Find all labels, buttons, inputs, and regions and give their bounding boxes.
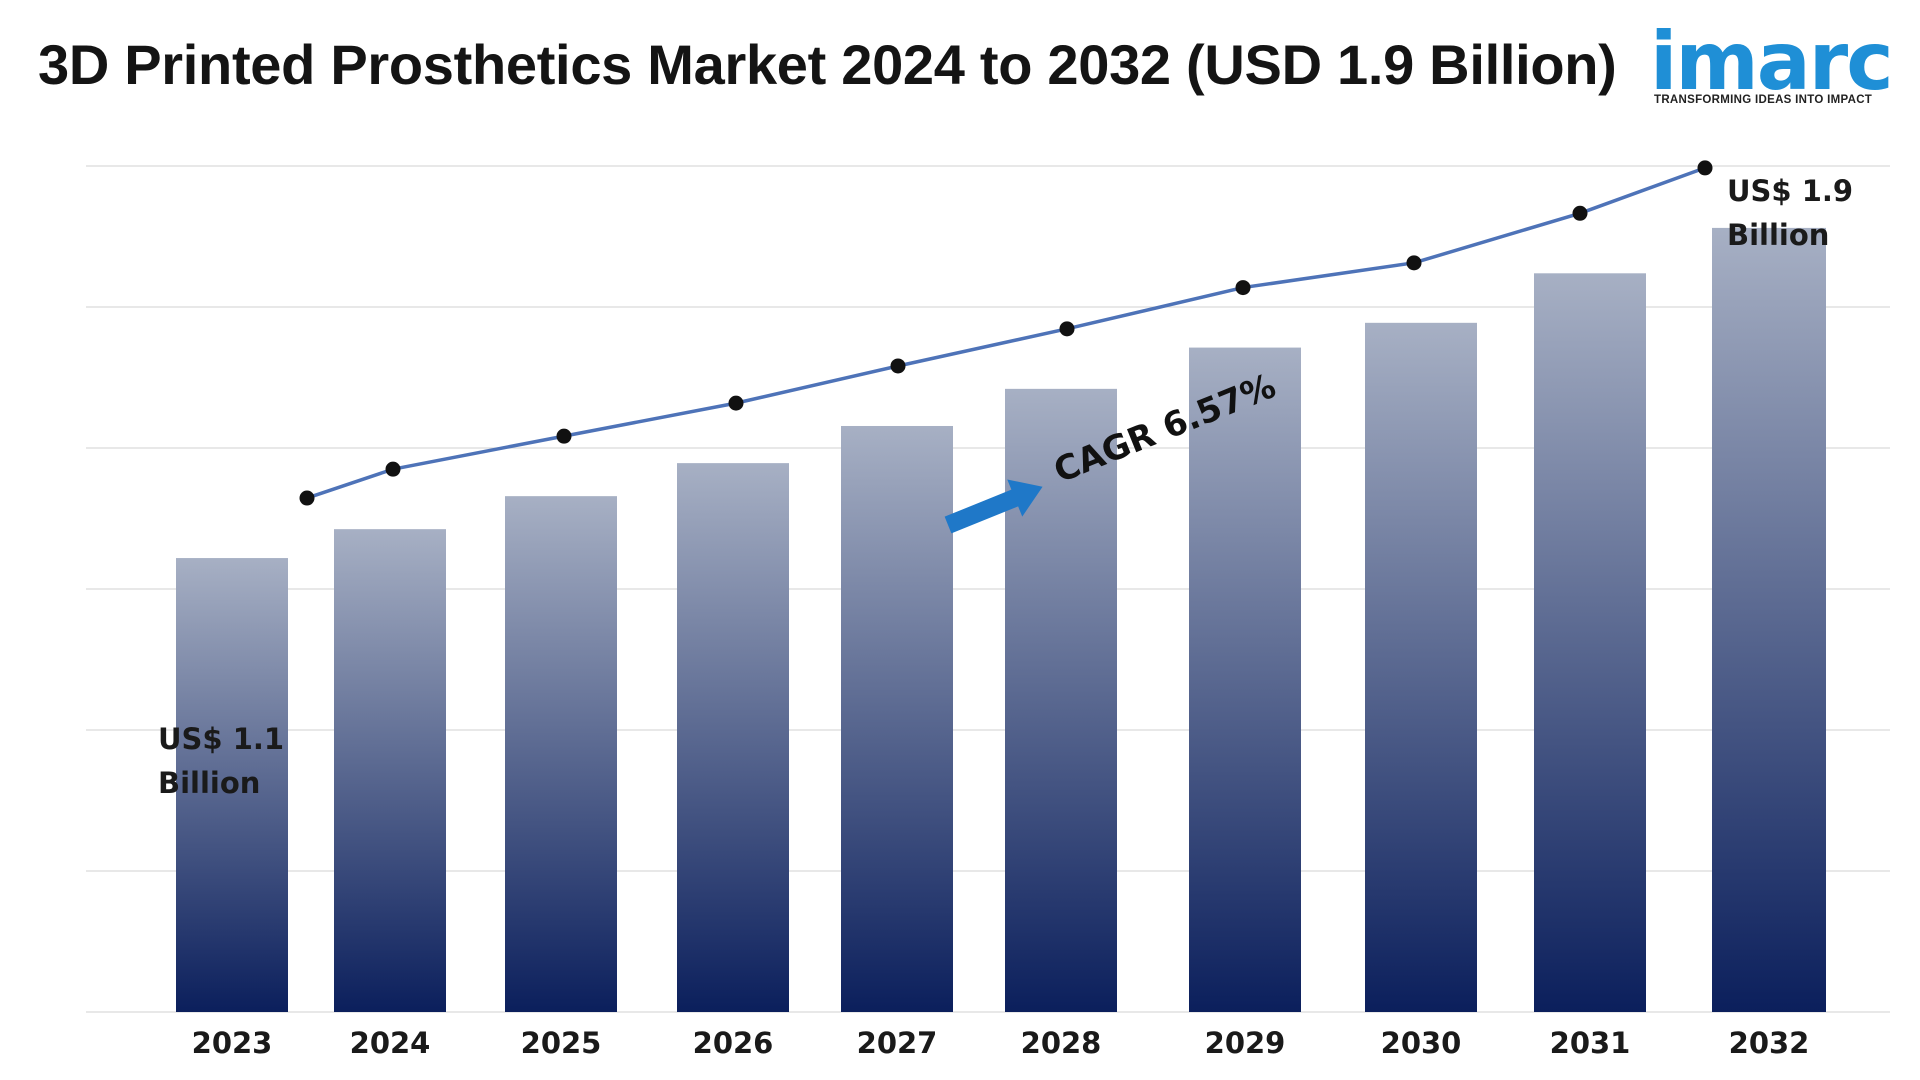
cagr-arrow-icon <box>944 479 1043 534</box>
x-tick-label: 2030 <box>1381 1026 1462 1060</box>
x-tick-label: 2027 <box>857 1026 938 1060</box>
imarc-logo: imarc TRANSFORMING IDEAS INTO IMPACT <box>1650 22 1898 112</box>
bar-2023 <box>176 558 288 1012</box>
start-value-label: US$ 1.1 <box>158 722 284 756</box>
bar-2032 <box>1712 227 1826 1012</box>
end-unit-label: Billion <box>1727 218 1829 252</box>
trend-marker-2032 <box>1697 160 1713 176</box>
bar-2031 <box>1534 273 1646 1012</box>
trend-line <box>299 160 1713 506</box>
x-tick-label: 2026 <box>693 1026 774 1060</box>
bar-2024 <box>334 529 446 1012</box>
trend-polyline <box>306 166 1706 500</box>
trend-marker-2027 <box>890 358 906 374</box>
bar-2029 <box>1189 347 1301 1013</box>
trend-marker-2025 <box>556 428 572 444</box>
chart-title: 3D Printed Prosthetics Market 2024 to 20… <box>38 33 1617 96</box>
logo-tagline: TRANSFORMING IDEAS INTO IMPACT <box>1654 94 1873 106</box>
x-tick-label: 2029 <box>1205 1026 1286 1060</box>
trend-marker-2028 <box>1059 321 1075 337</box>
logo-wordmark: imarc <box>1650 15 1894 108</box>
x-tick-label: 2024 <box>350 1026 431 1060</box>
x-tick-label: 2032 <box>1729 1026 1810 1060</box>
x-tick-label: 2028 <box>1021 1026 1102 1060</box>
bar-2027 <box>841 425 953 1012</box>
x-tick-label: 2025 <box>521 1026 602 1060</box>
trend-marker-2031 <box>1572 205 1588 221</box>
start-unit-label: Billion <box>158 766 260 800</box>
trend-marker-2029 <box>1235 280 1251 296</box>
trend-marker-2026 <box>728 395 744 411</box>
bars <box>176 227 1826 1013</box>
bar-2030 <box>1365 322 1477 1012</box>
trend-marker-2030 <box>1406 255 1422 271</box>
x-tick-label: 2031 <box>1550 1026 1631 1060</box>
x-tick-label: 2023 <box>192 1026 273 1060</box>
end-value-label: US$ 1.9 <box>1727 174 1853 208</box>
bar-2025 <box>505 496 617 1012</box>
trend-marker-2023 <box>299 490 315 506</box>
bar-2026 <box>677 463 789 1012</box>
trend-marker-2024 <box>385 461 401 477</box>
